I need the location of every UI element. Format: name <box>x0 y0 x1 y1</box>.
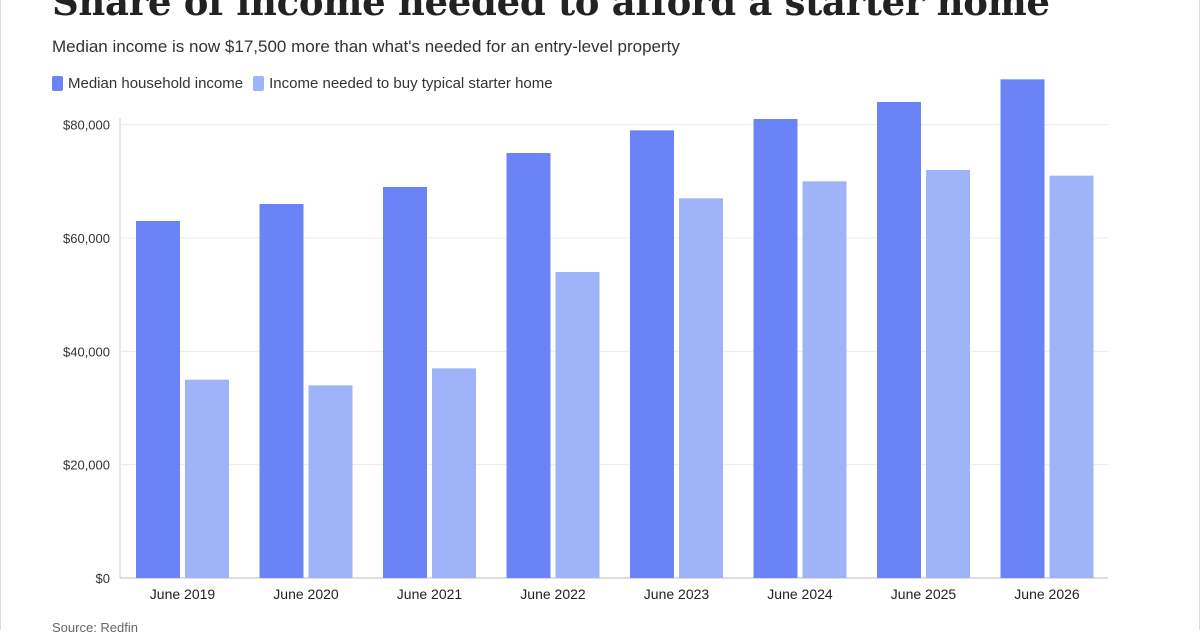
bar-median-income <box>506 153 551 578</box>
legend-swatch-median-income <box>52 76 63 91</box>
legend-item-income-needed: Income needed to buy typical starter hom… <box>253 75 553 92</box>
bar-median-income <box>1000 79 1045 578</box>
bar-income-needed <box>432 368 476 578</box>
bar-median-income <box>630 130 674 579</box>
y-tick-label: $40,000 <box>63 344 110 359</box>
legend-label-median-income: Median household income <box>68 75 244 92</box>
bar-median-income <box>259 204 304 578</box>
bar-income-needed <box>679 198 723 579</box>
bar-median-income <box>383 187 427 578</box>
bar-income-needed <box>926 170 970 578</box>
x-tick-label: June 2023 <box>644 586 710 602</box>
legend-item-median-income: Median household income <box>52 75 243 92</box>
bar-median-income <box>877 102 921 578</box>
y-tick-label: $20,000 <box>63 458 110 473</box>
bar-income-needed <box>185 379 229 578</box>
x-tick-label: June 2026 <box>1014 586 1080 602</box>
bar-income-needed <box>308 385 353 578</box>
x-tick-label: June 2019 <box>150 586 216 602</box>
x-tick-label: June 2025 <box>891 586 957 602</box>
bar-income-needed <box>555 272 600 578</box>
bar-median-income <box>753 119 798 578</box>
x-tick-label: June 2022 <box>520 586 586 602</box>
y-tick-label: $60,000 <box>63 231 110 246</box>
chart-legend: Median household income Income needed to… <box>52 75 563 92</box>
y-tick-label: $0 <box>96 571 110 586</box>
x-tick-label: June 2024 <box>767 586 833 602</box>
frame-left-border <box>0 0 1 630</box>
y-tick-label: $80,000 <box>63 118 110 133</box>
chart-subtitle: Median income is now $17,500 more than w… <box>52 37 680 56</box>
chart-title: Share of income needed to afford a start… <box>52 0 1050 24</box>
bar-income-needed <box>1049 175 1094 578</box>
source-note: Source: Redfin <box>52 620 138 635</box>
bar-median-income <box>136 221 180 578</box>
x-tick-label: June 2021 <box>397 586 463 602</box>
x-tick-label: June 2020 <box>273 586 339 602</box>
legend-label-income-needed: Income needed to buy typical starter hom… <box>269 75 553 92</box>
legend-swatch-income-needed <box>253 76 265 91</box>
bar-income-needed <box>802 181 847 579</box>
